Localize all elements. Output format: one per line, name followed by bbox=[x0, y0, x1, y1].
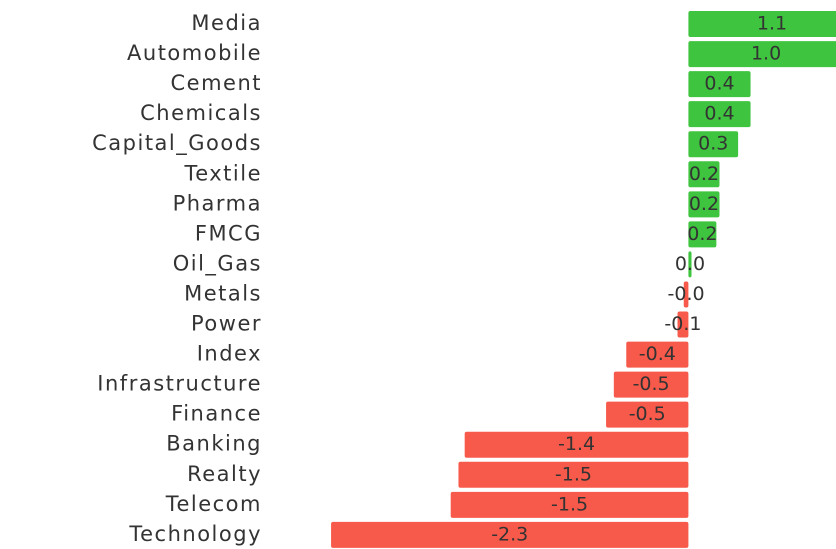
bar bbox=[464, 431, 689, 458]
category-label: FMCG bbox=[195, 221, 262, 245]
value-label: 0.2 bbox=[689, 163, 719, 185]
category-label: Banking bbox=[166, 432, 262, 456]
value-label: 1.1 bbox=[757, 13, 787, 35]
category-label: Finance bbox=[171, 402, 262, 426]
value-label: 0.4 bbox=[704, 73, 734, 95]
category-label: Power bbox=[191, 312, 262, 336]
category-label: Metals bbox=[184, 281, 262, 305]
bar bbox=[626, 341, 689, 368]
value-label: -0.4 bbox=[639, 343, 676, 365]
bar bbox=[606, 401, 689, 428]
bars bbox=[331, 11, 836, 548]
bar bbox=[688, 101, 751, 128]
category-label: Media bbox=[191, 11, 262, 35]
value-label: 0.3 bbox=[698, 133, 728, 155]
category-label: Telecom bbox=[165, 492, 262, 516]
labels: Media 1.1 Automobile 1.0 Cement 0.4 Chemicals 0… bbox=[92, 11, 787, 546]
bar bbox=[688, 131, 739, 158]
category-label: Oil_Gas bbox=[173, 251, 262, 276]
bar bbox=[688, 221, 717, 248]
value-label: 0.0 bbox=[675, 253, 705, 275]
bar bbox=[688, 71, 751, 98]
category-label: Chemicals bbox=[140, 101, 262, 125]
category-label: Cement bbox=[170, 71, 262, 95]
bar bbox=[331, 521, 689, 548]
bar bbox=[688, 191, 720, 218]
bar bbox=[688, 251, 692, 278]
category-label: Automobile bbox=[127, 41, 262, 65]
value-label: -0.1 bbox=[664, 313, 701, 335]
category-label: Pharma bbox=[173, 191, 262, 215]
bar bbox=[458, 461, 689, 488]
bar bbox=[450, 491, 689, 518]
bar bbox=[688, 41, 836, 68]
category-label: Infrastructure bbox=[97, 372, 262, 396]
value-label: -1.5 bbox=[555, 463, 592, 485]
value-label: -1.5 bbox=[551, 493, 588, 515]
bar bbox=[683, 281, 689, 308]
bar bbox=[677, 311, 689, 338]
value-label: -1.4 bbox=[558, 433, 595, 455]
value-label: 0.4 bbox=[704, 103, 734, 125]
category-label: Capital_Goods bbox=[92, 131, 262, 156]
value-label: 0.2 bbox=[689, 193, 719, 215]
bar bbox=[613, 371, 689, 398]
value-label: 1.0 bbox=[751, 43, 781, 65]
bar bbox=[688, 161, 720, 188]
value-label: 0.2 bbox=[687, 223, 717, 245]
category-label: Textile bbox=[183, 161, 262, 185]
value-label: -0.5 bbox=[629, 403, 666, 425]
category-label: Index bbox=[197, 342, 262, 366]
value-label: -2.3 bbox=[491, 523, 528, 545]
category-label: Realty bbox=[187, 462, 262, 486]
value-label: -0.0 bbox=[668, 283, 705, 305]
value-label: -0.5 bbox=[633, 373, 670, 395]
category-label: Technology bbox=[128, 522, 262, 546]
bar bbox=[688, 11, 836, 38]
